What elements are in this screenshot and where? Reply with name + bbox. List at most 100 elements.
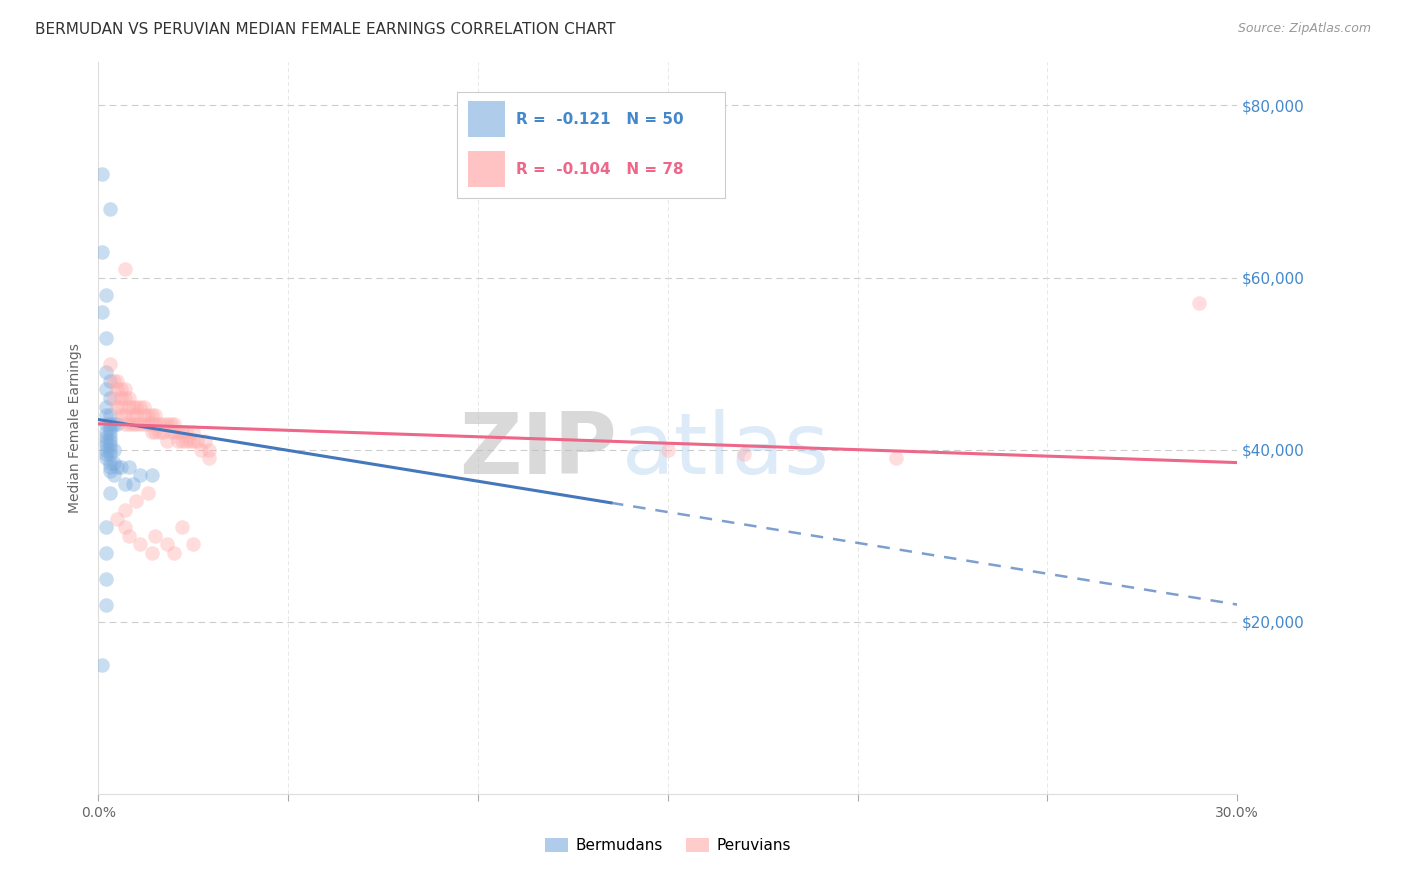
Point xyxy=(94,417,117,431)
Point xyxy=(103,374,125,388)
Legend: Bermudans, Peruvians: Bermudans, Peruvians xyxy=(538,832,797,859)
Point xyxy=(114,503,136,517)
Point xyxy=(114,409,136,423)
Point xyxy=(129,417,152,431)
Point xyxy=(114,262,136,277)
Point xyxy=(118,459,141,474)
Point xyxy=(132,417,155,431)
Point xyxy=(94,438,117,452)
Point xyxy=(103,417,125,431)
Point xyxy=(98,459,121,474)
Point xyxy=(129,537,152,551)
Point xyxy=(156,537,179,551)
Point xyxy=(98,438,121,452)
Point xyxy=(94,572,117,586)
Point xyxy=(107,459,129,474)
Point xyxy=(125,409,148,423)
Point xyxy=(190,442,212,457)
Point xyxy=(98,425,121,440)
Point xyxy=(94,520,117,534)
Point xyxy=(98,409,121,423)
Point xyxy=(118,391,141,405)
Point xyxy=(657,442,679,457)
Point xyxy=(114,520,136,534)
Point xyxy=(163,546,186,560)
Point xyxy=(145,417,167,431)
Point xyxy=(183,434,205,448)
Point xyxy=(103,442,125,457)
Point xyxy=(107,383,129,397)
Point xyxy=(103,468,125,483)
Point xyxy=(94,598,117,612)
Point xyxy=(94,409,117,423)
Point xyxy=(121,409,143,423)
Point xyxy=(94,430,117,444)
Point xyxy=(186,434,208,448)
Point xyxy=(197,442,219,457)
Point xyxy=(98,417,121,431)
Point xyxy=(98,421,121,435)
Point xyxy=(110,391,132,405)
Point xyxy=(114,417,136,431)
Point xyxy=(114,391,136,405)
Point xyxy=(121,477,143,491)
Point xyxy=(114,477,136,491)
Point xyxy=(163,417,186,431)
Point xyxy=(125,417,148,431)
Point xyxy=(98,391,121,405)
Point xyxy=(148,425,170,440)
Point xyxy=(145,425,167,440)
Point xyxy=(98,434,121,448)
Point xyxy=(121,417,143,431)
Point xyxy=(94,287,117,301)
Text: Source: ZipAtlas.com: Source: ZipAtlas.com xyxy=(1237,22,1371,36)
Point xyxy=(94,331,117,345)
Point xyxy=(179,434,201,448)
Point xyxy=(118,529,141,543)
Point xyxy=(98,374,121,388)
Point xyxy=(145,529,167,543)
Point xyxy=(141,546,163,560)
Point xyxy=(107,374,129,388)
Point xyxy=(132,400,155,414)
Point xyxy=(98,442,121,457)
Point xyxy=(141,468,163,483)
Point xyxy=(121,400,143,414)
Point xyxy=(183,537,205,551)
Point xyxy=(94,434,117,448)
Point xyxy=(156,417,179,431)
Point xyxy=(194,434,217,448)
Point xyxy=(136,485,159,500)
Point xyxy=(114,383,136,397)
Point xyxy=(107,511,129,525)
Point xyxy=(107,417,129,431)
Point xyxy=(156,434,179,448)
Point xyxy=(98,430,121,444)
Text: BERMUDAN VS PERUVIAN MEDIAN FEMALE EARNINGS CORRELATION CHART: BERMUDAN VS PERUVIAN MEDIAN FEMALE EARNI… xyxy=(35,22,616,37)
Point xyxy=(148,417,170,431)
Point xyxy=(94,451,117,466)
Point xyxy=(174,434,197,448)
Y-axis label: Median Female Earnings: Median Female Earnings xyxy=(69,343,83,513)
Point xyxy=(98,202,121,216)
Point xyxy=(94,442,117,457)
Point xyxy=(167,425,190,440)
Point xyxy=(98,485,121,500)
Point xyxy=(103,456,125,470)
Point xyxy=(94,425,117,440)
Point xyxy=(110,400,132,414)
Point xyxy=(159,425,181,440)
Point xyxy=(136,417,159,431)
Point xyxy=(94,365,117,379)
Point xyxy=(98,456,121,470)
Point xyxy=(170,425,193,440)
Point xyxy=(91,167,114,181)
Point xyxy=(141,425,163,440)
Point xyxy=(98,447,121,461)
Point xyxy=(884,451,907,466)
Point xyxy=(152,417,174,431)
Point xyxy=(159,417,181,431)
Point xyxy=(125,494,148,508)
Point xyxy=(163,425,186,440)
Point xyxy=(145,409,167,423)
